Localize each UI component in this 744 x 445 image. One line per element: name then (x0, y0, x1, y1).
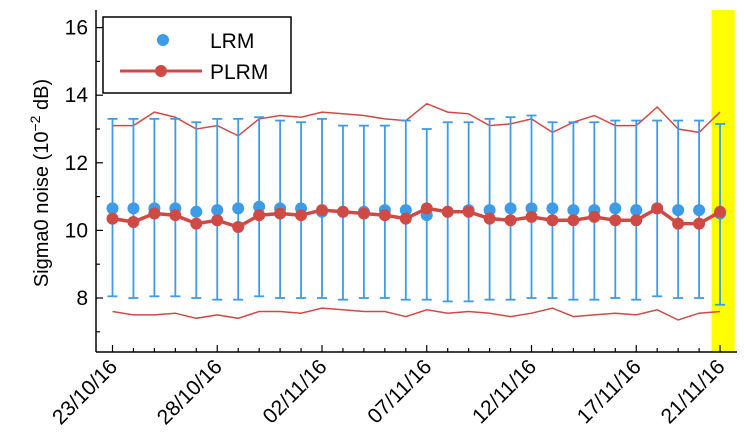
plrm-point (567, 214, 580, 227)
plrm-point (316, 204, 328, 217)
plrm-point (651, 202, 664, 215)
plrm-point (588, 210, 601, 223)
lrm-point (253, 200, 266, 213)
plrm-point (672, 217, 685, 230)
plrm-point (483, 212, 496, 225)
lrm-point (672, 204, 685, 217)
plrm-point (211, 214, 224, 227)
plrm-point (441, 205, 454, 218)
plrm-point (190, 217, 203, 230)
plrm-point (504, 214, 517, 227)
lrm-point (630, 204, 643, 217)
legend: LRM PLRM (102, 16, 292, 94)
highlight-band (711, 10, 735, 352)
plrm-point (693, 217, 706, 230)
plrm-point (148, 207, 161, 220)
plrm-mean-line (112, 206, 721, 229)
y-axis-title-main: Sigma0 noise (10 (31, 132, 53, 288)
y-tick-label: 10 (65, 219, 88, 242)
plrm-point (714, 205, 727, 218)
plrm-point (127, 215, 140, 228)
plrm-point (462, 205, 475, 218)
y-tick-label: 8 (76, 287, 88, 310)
plrm-point (106, 212, 119, 225)
lrm-point (190, 205, 203, 218)
plrm-point (357, 207, 370, 220)
plrm-point (399, 212, 412, 225)
y-axis-title-exponent: −2 (27, 115, 43, 131)
plrm-point (630, 214, 643, 227)
x-tick-label: 21/11/16 (657, 355, 730, 428)
y-tick-label: 14 (65, 84, 89, 107)
lrm-point (609, 202, 622, 215)
y-axis-title-tail: dB) (31, 79, 53, 116)
x-tick-label: 02/11/16 (259, 355, 332, 428)
y-tick-label: 16 (65, 17, 88, 40)
x-tick-label: 12/11/16 (468, 355, 541, 428)
plrm-point (336, 205, 349, 218)
plrm-point (274, 207, 287, 220)
x-tick-label: 28/10/16 (153, 355, 227, 429)
plrm-point (546, 214, 559, 227)
lrm-point (211, 204, 224, 217)
plrm-point (253, 209, 266, 222)
plrm-point (378, 209, 391, 222)
plrm-point (420, 202, 433, 215)
lrm-point (106, 202, 119, 215)
lrm-point (546, 202, 559, 215)
y-axis-title: Sigma0 noise (10−2 dB) (27, 79, 53, 287)
plrm-point (525, 210, 538, 223)
plrm-point (169, 209, 182, 222)
lrm-point (127, 202, 140, 215)
plrm-point (232, 221, 245, 234)
legend-plrm-marker (155, 65, 167, 77)
plrm-lower-envelope (112, 307, 721, 321)
x-tick-label: 07/11/16 (363, 355, 436, 428)
legend-plrm-label: PLRM (210, 61, 268, 84)
lrm-point (504, 202, 517, 215)
plrm-upper-envelope (112, 102, 721, 137)
lrm-point (567, 204, 580, 217)
lrm-point (693, 204, 706, 217)
x-tick-label: 17/11/16 (573, 355, 646, 428)
y-tick-label: 12 (65, 152, 88, 175)
legend-lrm-label: LRM (210, 30, 254, 53)
lrm-point (399, 204, 412, 217)
lrm-point (525, 202, 538, 215)
lrm-point (232, 202, 245, 215)
lrm-point (483, 204, 496, 217)
plrm-point (295, 209, 308, 222)
x-tick-label: 23/10/16 (48, 355, 122, 429)
plrm-point (609, 214, 622, 227)
legend-lrm-marker (157, 34, 169, 46)
legend-box (102, 16, 292, 94)
